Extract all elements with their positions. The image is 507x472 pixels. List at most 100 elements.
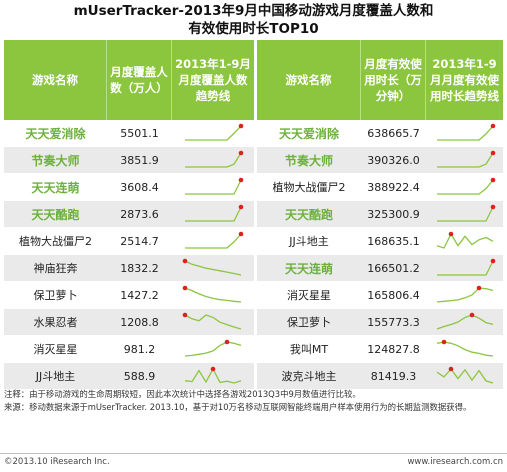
coverage-value: 981.2	[107, 336, 172, 363]
usage-5-peak-marker	[490, 258, 495, 264]
usage-game-name: 消灭星星	[257, 282, 361, 309]
table-row: 保卫萝卜 1427.2 消灭星星 165806.4	[4, 282, 503, 309]
usage-trend-cell	[426, 228, 503, 255]
usage-value: 168635.1	[361, 228, 426, 255]
coverage-trend-cell	[172, 120, 257, 147]
usage-1-trend-line	[436, 152, 494, 168]
usage-game-name: 天天连萌	[257, 255, 361, 282]
coverage-3-peak-marker	[238, 204, 244, 210]
table-row: 节奏大师 3851.9 节奏大师 390326.0	[4, 147, 503, 174]
coverage-7-sparkline	[182, 312, 242, 330]
table-row: 水果忍者 1208.8 保卫萝卜 155773.3	[4, 309, 503, 336]
usage-3-sparkline	[436, 204, 495, 222]
coverage-game-name: 天天酷跑	[4, 201, 107, 228]
usage-value: 388922.4	[361, 174, 426, 201]
coverage-trend-cell	[172, 174, 257, 201]
coverage-trend-cell	[172, 201, 257, 228]
coverage-6-sparkline	[182, 285, 242, 303]
usage-5-sparkline	[436, 258, 495, 276]
header-game-name-right: 游戏名称	[257, 40, 361, 120]
header-usage: 月度有效使用时长（万分钟）	[361, 40, 426, 120]
coverage-value: 2514.7	[107, 228, 172, 255]
coverage-0-peak-marker	[238, 123, 244, 129]
coverage-value: 3608.4	[107, 174, 172, 201]
table-row: 消灭星星 981.2 我叫MT 124827.8	[4, 336, 503, 363]
coverage-9-sparkline	[184, 366, 242, 384]
coverage-8-trend-line	[184, 341, 242, 357]
coverage-game-name: JJ斗地主	[4, 363, 107, 390]
coverage-value: 2873.6	[107, 201, 172, 228]
coverage-1-sparkline	[185, 150, 244, 168]
usage-trend-cell	[426, 336, 503, 363]
coverage-value: 5501.1	[107, 120, 172, 147]
usage-7-peak-marker	[469, 312, 474, 318]
coverage-2-peak-marker	[238, 177, 244, 183]
table-row: JJ斗地主 588.9 波克斗地主 81419.3	[4, 363, 503, 390]
coverage-value: 588.9	[107, 363, 172, 390]
usage-4-peak-marker	[448, 231, 453, 237]
usage-3-peak-marker	[490, 204, 495, 210]
coverage-value: 1832.2	[107, 255, 172, 282]
coverage-0-trend-line	[185, 125, 242, 141]
usage-value: 638665.7	[361, 120, 426, 147]
usage-2-peak-marker	[490, 177, 495, 183]
usage-8-peak-marker	[441, 339, 446, 345]
usage-value: 124827.8	[361, 336, 426, 363]
footer-notes: 注释：由于移动游戏的生命周期较短，因此本次统计中选择各游戏2013Q3中9月数值…	[4, 388, 503, 414]
coverage-game-name: 植物大战僵尸2	[4, 228, 107, 255]
coverage-6-peak-marker	[182, 285, 188, 291]
usage-game-name: 天天爱消除	[257, 120, 361, 147]
coverage-game-name: 保卫萝卜	[4, 282, 107, 309]
header-coverage-trend: 2013年1-9月月度覆盖人数趋势线	[172, 40, 257, 120]
usage-trend-cell	[426, 363, 503, 390]
usage-trend-cell	[426, 174, 503, 201]
website-text: www.iresearch.com.cn	[407, 457, 503, 467]
coverage-4-sparkline	[185, 231, 244, 249]
usage-7-trend-line	[436, 314, 493, 330]
footer-source: 来源：移动数据来源于mUserTracker. 2013.10，基于对10万名移…	[4, 402, 472, 412]
coverage-0-sparkline	[185, 123, 244, 141]
coverage-1-trend-line	[185, 152, 242, 168]
usage-1-sparkline	[436, 150, 495, 168]
coverage-trend-cell	[172, 147, 257, 174]
usage-6-trend-line	[436, 287, 493, 303]
coverage-7-trend-line	[184, 314, 242, 330]
usage-6-peak-marker	[476, 285, 481, 291]
usage-trend-cell	[426, 147, 503, 174]
usage-7-sparkline	[436, 312, 493, 330]
usage-4-sparkline	[436, 231, 493, 249]
usage-value: 166501.2	[361, 255, 426, 282]
usage-value: 165806.4	[361, 282, 426, 309]
footer-note: 注释：由于移动游戏的生命周期较短，因此本次统计中选择各游戏2013Q3中9月数值…	[4, 389, 361, 399]
ranking-table-wrapper: 游戏名称 月度覆盖人数（万人） 2013年1-9月月度覆盖人数趋势线 游戏名称 …	[4, 40, 503, 390]
usage-game-name: 节奏大师	[257, 147, 361, 174]
usage-value: 81419.3	[361, 363, 426, 390]
coverage-9-peak-marker	[210, 366, 216, 372]
table-row: 天天连萌 3608.4 植物大战僵尸2 388922.4	[4, 174, 503, 201]
usage-2-trend-line	[436, 179, 494, 195]
usage-3-trend-line	[436, 206, 494, 222]
title-line-1: mUserTracker-2013年9月中国移动游戏月度覆盖人数和	[73, 3, 434, 19]
table-row: 天天爱消除 5501.1 天天爱消除 638665.7	[4, 120, 503, 147]
coverage-3-sparkline	[185, 204, 244, 222]
coverage-5-sparkline	[182, 258, 242, 276]
table-row: 天天酷跑 2873.6 天天酷跑 325300.9	[4, 201, 503, 228]
usage-4-trend-line	[436, 232, 493, 249]
table-body: 天天爱消除 5501.1 天天爱消除 638665.7 节奏大师 3851.9 节奏大师 39…	[4, 120, 503, 390]
usage-game-name: 保卫萝卜	[257, 309, 361, 336]
bottom-bar: ©2013.10 iResearch Inc. www.iresearch.co…	[0, 453, 507, 472]
coverage-value: 1427.2	[107, 282, 172, 309]
coverage-4-trend-line	[185, 233, 242, 249]
usage-game-name: 天天酷跑	[257, 201, 361, 228]
usage-9-peak-marker	[448, 366, 453, 372]
usage-trend-cell	[426, 201, 503, 228]
coverage-trend-cell	[172, 336, 257, 363]
coverage-game-name: 节奏大师	[4, 147, 107, 174]
coverage-4-peak-marker	[238, 231, 244, 237]
coverage-trend-cell	[172, 363, 257, 390]
table-row: 植物大战僵尸2 2514.7 JJ斗地主 168635.1	[4, 228, 503, 255]
usage-8-sparkline	[436, 339, 493, 357]
coverage-1-peak-marker	[238, 150, 244, 156]
usage-9-sparkline	[436, 366, 493, 384]
usage-0-peak-marker	[490, 123, 495, 129]
